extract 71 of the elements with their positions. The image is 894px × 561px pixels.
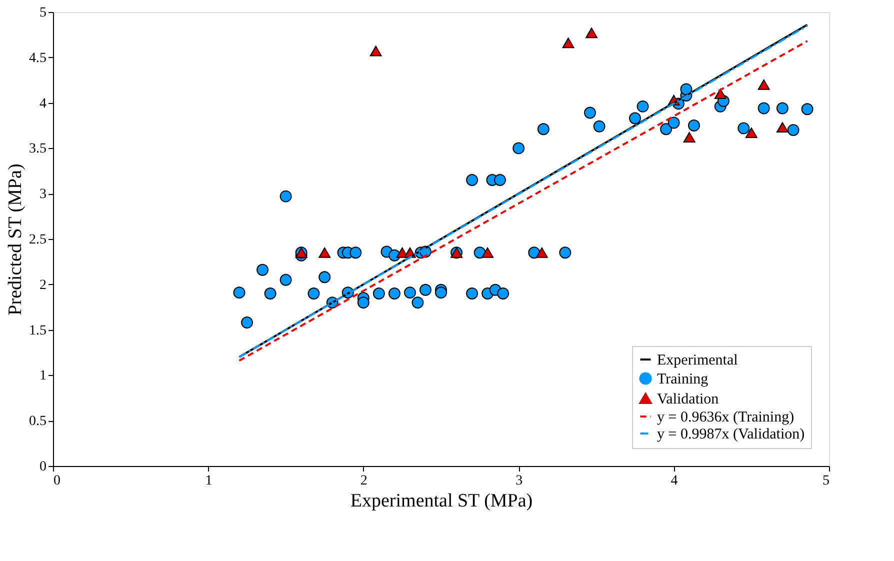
point (586, 28, 598, 38)
y-tick-label: 0 (40, 460, 46, 474)
point (466, 174, 478, 186)
y-tick-label: 2.5 (29, 232, 46, 248)
point (241, 316, 253, 328)
point (256, 264, 268, 276)
point (512, 142, 525, 154)
y-tick-label: 2 (40, 278, 46, 293)
point (683, 132, 696, 143)
legend-label: Training (657, 372, 709, 388)
legend-label: y = 0.9636x (Training) (657, 410, 794, 426)
point (308, 288, 320, 300)
y-tick-label: 5 (40, 6, 46, 20)
point (776, 102, 788, 114)
point (584, 106, 596, 119)
point (233, 286, 246, 299)
point (636, 100, 649, 112)
point (435, 286, 447, 299)
point (559, 246, 572, 259)
point (593, 120, 606, 132)
point (404, 286, 416, 299)
y-tick-label: 3.5 (29, 142, 46, 157)
point (660, 123, 672, 136)
point (482, 247, 494, 258)
point (280, 274, 292, 286)
y-tick-label: 1 (40, 368, 46, 384)
point (350, 246, 362, 259)
x-tick-label: 5 (822, 474, 830, 488)
point (801, 103, 814, 116)
point (536, 247, 548, 258)
point (372, 288, 385, 300)
point (388, 288, 400, 300)
point (412, 296, 424, 309)
legend-label: Validation (657, 392, 720, 408)
x-tick-label: 0 (54, 474, 60, 488)
point (629, 112, 641, 124)
point (497, 288, 510, 300)
y-tick-label: 3 (40, 187, 46, 202)
y-tick-label: 4.5 (29, 50, 46, 66)
point (758, 102, 770, 114)
y-tick-label: 0.5 (29, 414, 46, 430)
y-tick-label: 4 (40, 96, 46, 112)
point (318, 271, 331, 284)
x-tick-label: 4 (670, 474, 678, 488)
point (787, 124, 800, 136)
x-tick-label: 3 (516, 474, 523, 488)
point (758, 79, 770, 90)
y-tick-label: 1.5 (29, 323, 46, 338)
point (370, 46, 382, 56)
y-axis-title: Predicted ST (MPa) (5, 164, 26, 316)
point (318, 247, 331, 258)
point (264, 288, 276, 300)
point (776, 122, 788, 133)
point (745, 128, 758, 138)
legend-label: y = 0.9987x (Validation) (657, 426, 805, 442)
point (494, 174, 506, 186)
point (680, 83, 692, 96)
x-axis-title: Experimental ST (MPa) (350, 490, 533, 512)
point (280, 190, 292, 202)
point (668, 116, 680, 129)
point (466, 288, 478, 300)
point (714, 88, 726, 99)
x-tick-label: 2 (360, 474, 368, 488)
point (537, 123, 550, 136)
point (420, 284, 432, 296)
point (357, 296, 370, 309)
point (738, 122, 750, 134)
point (688, 120, 700, 132)
x-tick-label: 1 (205, 474, 212, 488)
point (562, 38, 574, 48)
legend-label: Experimental (657, 352, 738, 368)
